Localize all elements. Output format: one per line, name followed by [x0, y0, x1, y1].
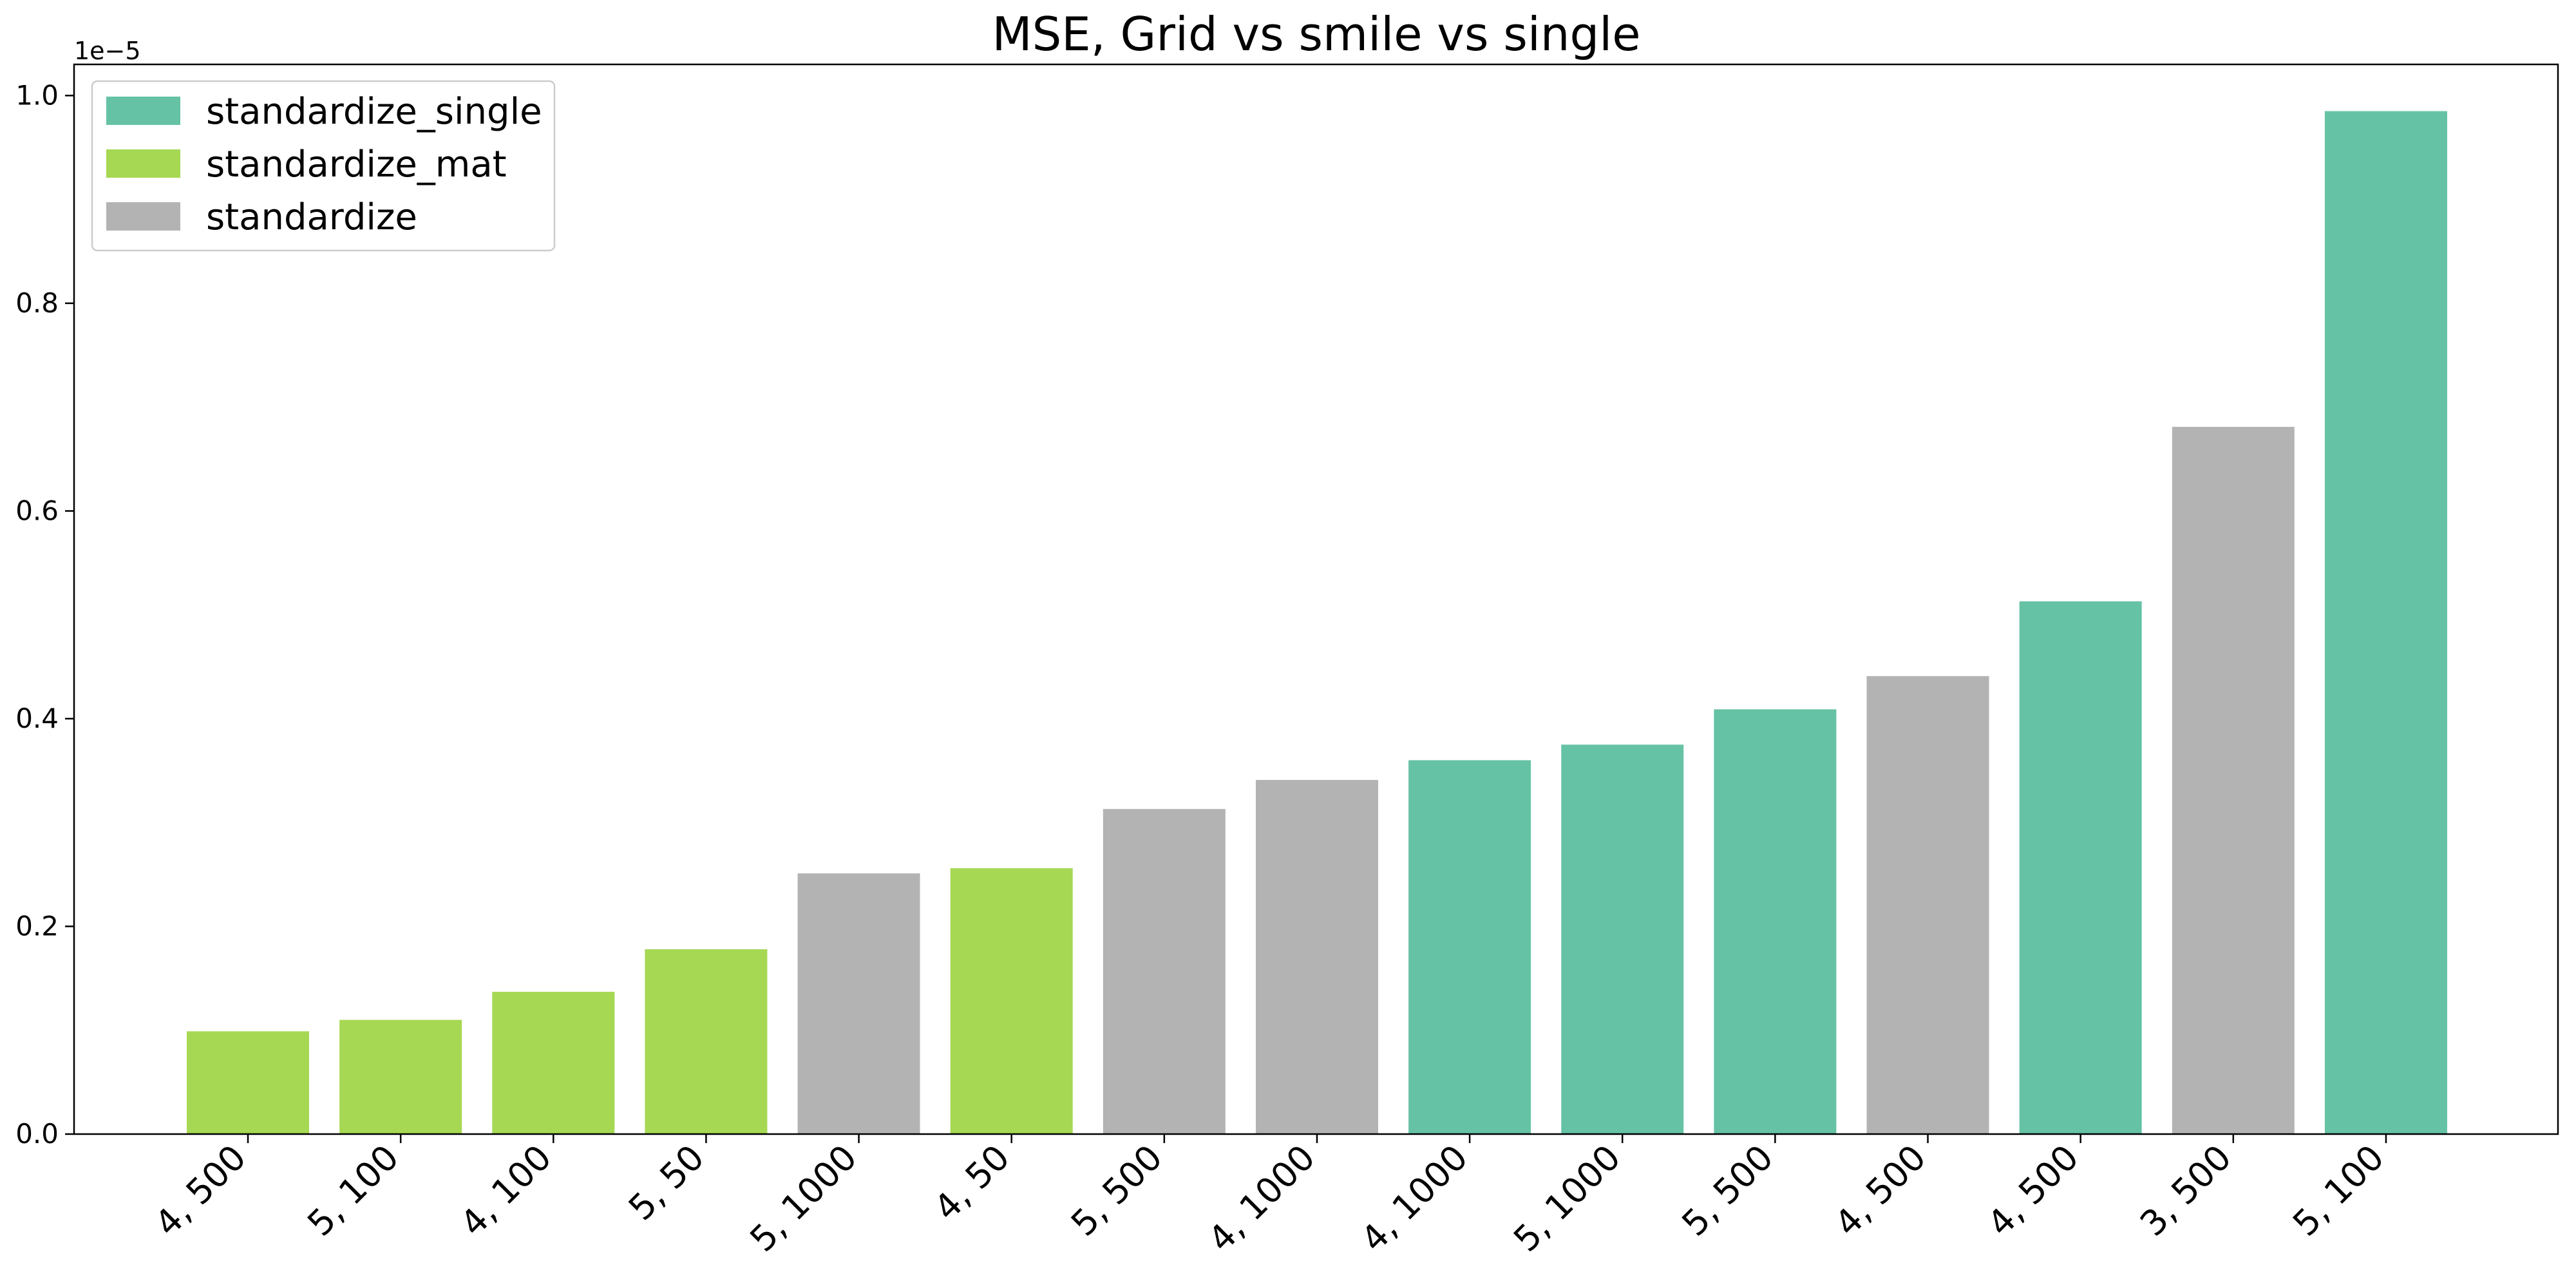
x-tick-label: 3, 500: [2132, 1137, 2239, 1244]
bar: [2019, 601, 2142, 1134]
legend-label: standardize_mat: [206, 144, 507, 185]
x-axis: 4, 500 5, 100 4, 100 5, 50 5, 1000 4, 50 5, 50…: [147, 1134, 2392, 1260]
legend-box: [91, 80, 556, 252]
x-tick-label: 5, 1000: [742, 1137, 864, 1260]
bar: [950, 868, 1073, 1134]
legend: standardize_single standardize_matstandar…: [91, 80, 556, 252]
bar: [797, 873, 920, 1134]
y-tick-label: 1.0: [15, 79, 59, 111]
bar: [339, 1019, 462, 1134]
legend-swatch: [106, 149, 180, 178]
bar: [1561, 744, 1684, 1134]
bar: [187, 1031, 309, 1134]
legend-label: standardize_single: [206, 91, 542, 133]
x-tick-label: 4, 1000: [1200, 1137, 1323, 1260]
y-tick-label: 0.6: [15, 495, 59, 526]
x-tick-label: 4, 50: [926, 1137, 1018, 1229]
chart-title: MSE, Grid vs smile vs single: [992, 7, 1640, 61]
x-tick-label: 5, 100: [299, 1137, 406, 1244]
x-tick-label: 5, 50: [621, 1137, 712, 1229]
bar: [2172, 426, 2295, 1134]
bar: [1408, 760, 1531, 1134]
bar: [492, 992, 615, 1134]
y-tick-label: 0.8: [15, 287, 59, 319]
bar: [1714, 709, 1837, 1134]
x-tick-label: 4, 100: [452, 1137, 559, 1244]
y-scale-label: 1e−5: [74, 37, 141, 65]
x-tick-label: 4, 500: [147, 1137, 254, 1244]
bars-group: [187, 111, 2447, 1134]
x-tick-label: 5, 500: [1674, 1137, 1781, 1244]
x-tick-label: 5, 1000: [1506, 1137, 1628, 1260]
plot-frame: [73, 63, 2559, 1135]
bar: [1103, 809, 1226, 1134]
bar: [1255, 780, 1378, 1134]
bar: [2324, 111, 2447, 1134]
y-tick-label: 0.0: [15, 1118, 59, 1150]
y-tick-label: 0.4: [15, 703, 59, 734]
x-tick-label: 5, 100: [2285, 1137, 2392, 1244]
x-tick-label: 5, 500: [1063, 1137, 1170, 1244]
x-tick-label: 4, 500: [1980, 1137, 2087, 1244]
x-tick-label: 4, 1000: [1353, 1137, 1475, 1260]
legend-swatch: [106, 97, 180, 125]
x-tick-label: 4, 500: [1827, 1137, 1934, 1244]
legend-label: standardize: [206, 196, 417, 238]
legend-swatch: [106, 202, 180, 231]
bar: [645, 949, 768, 1134]
y-axis: 0.0 0.2 0.4 0.6 0.8 1.0: [15, 79, 74, 1150]
bar: [1866, 676, 1989, 1134]
y-tick-label: 0.2: [15, 910, 59, 942]
